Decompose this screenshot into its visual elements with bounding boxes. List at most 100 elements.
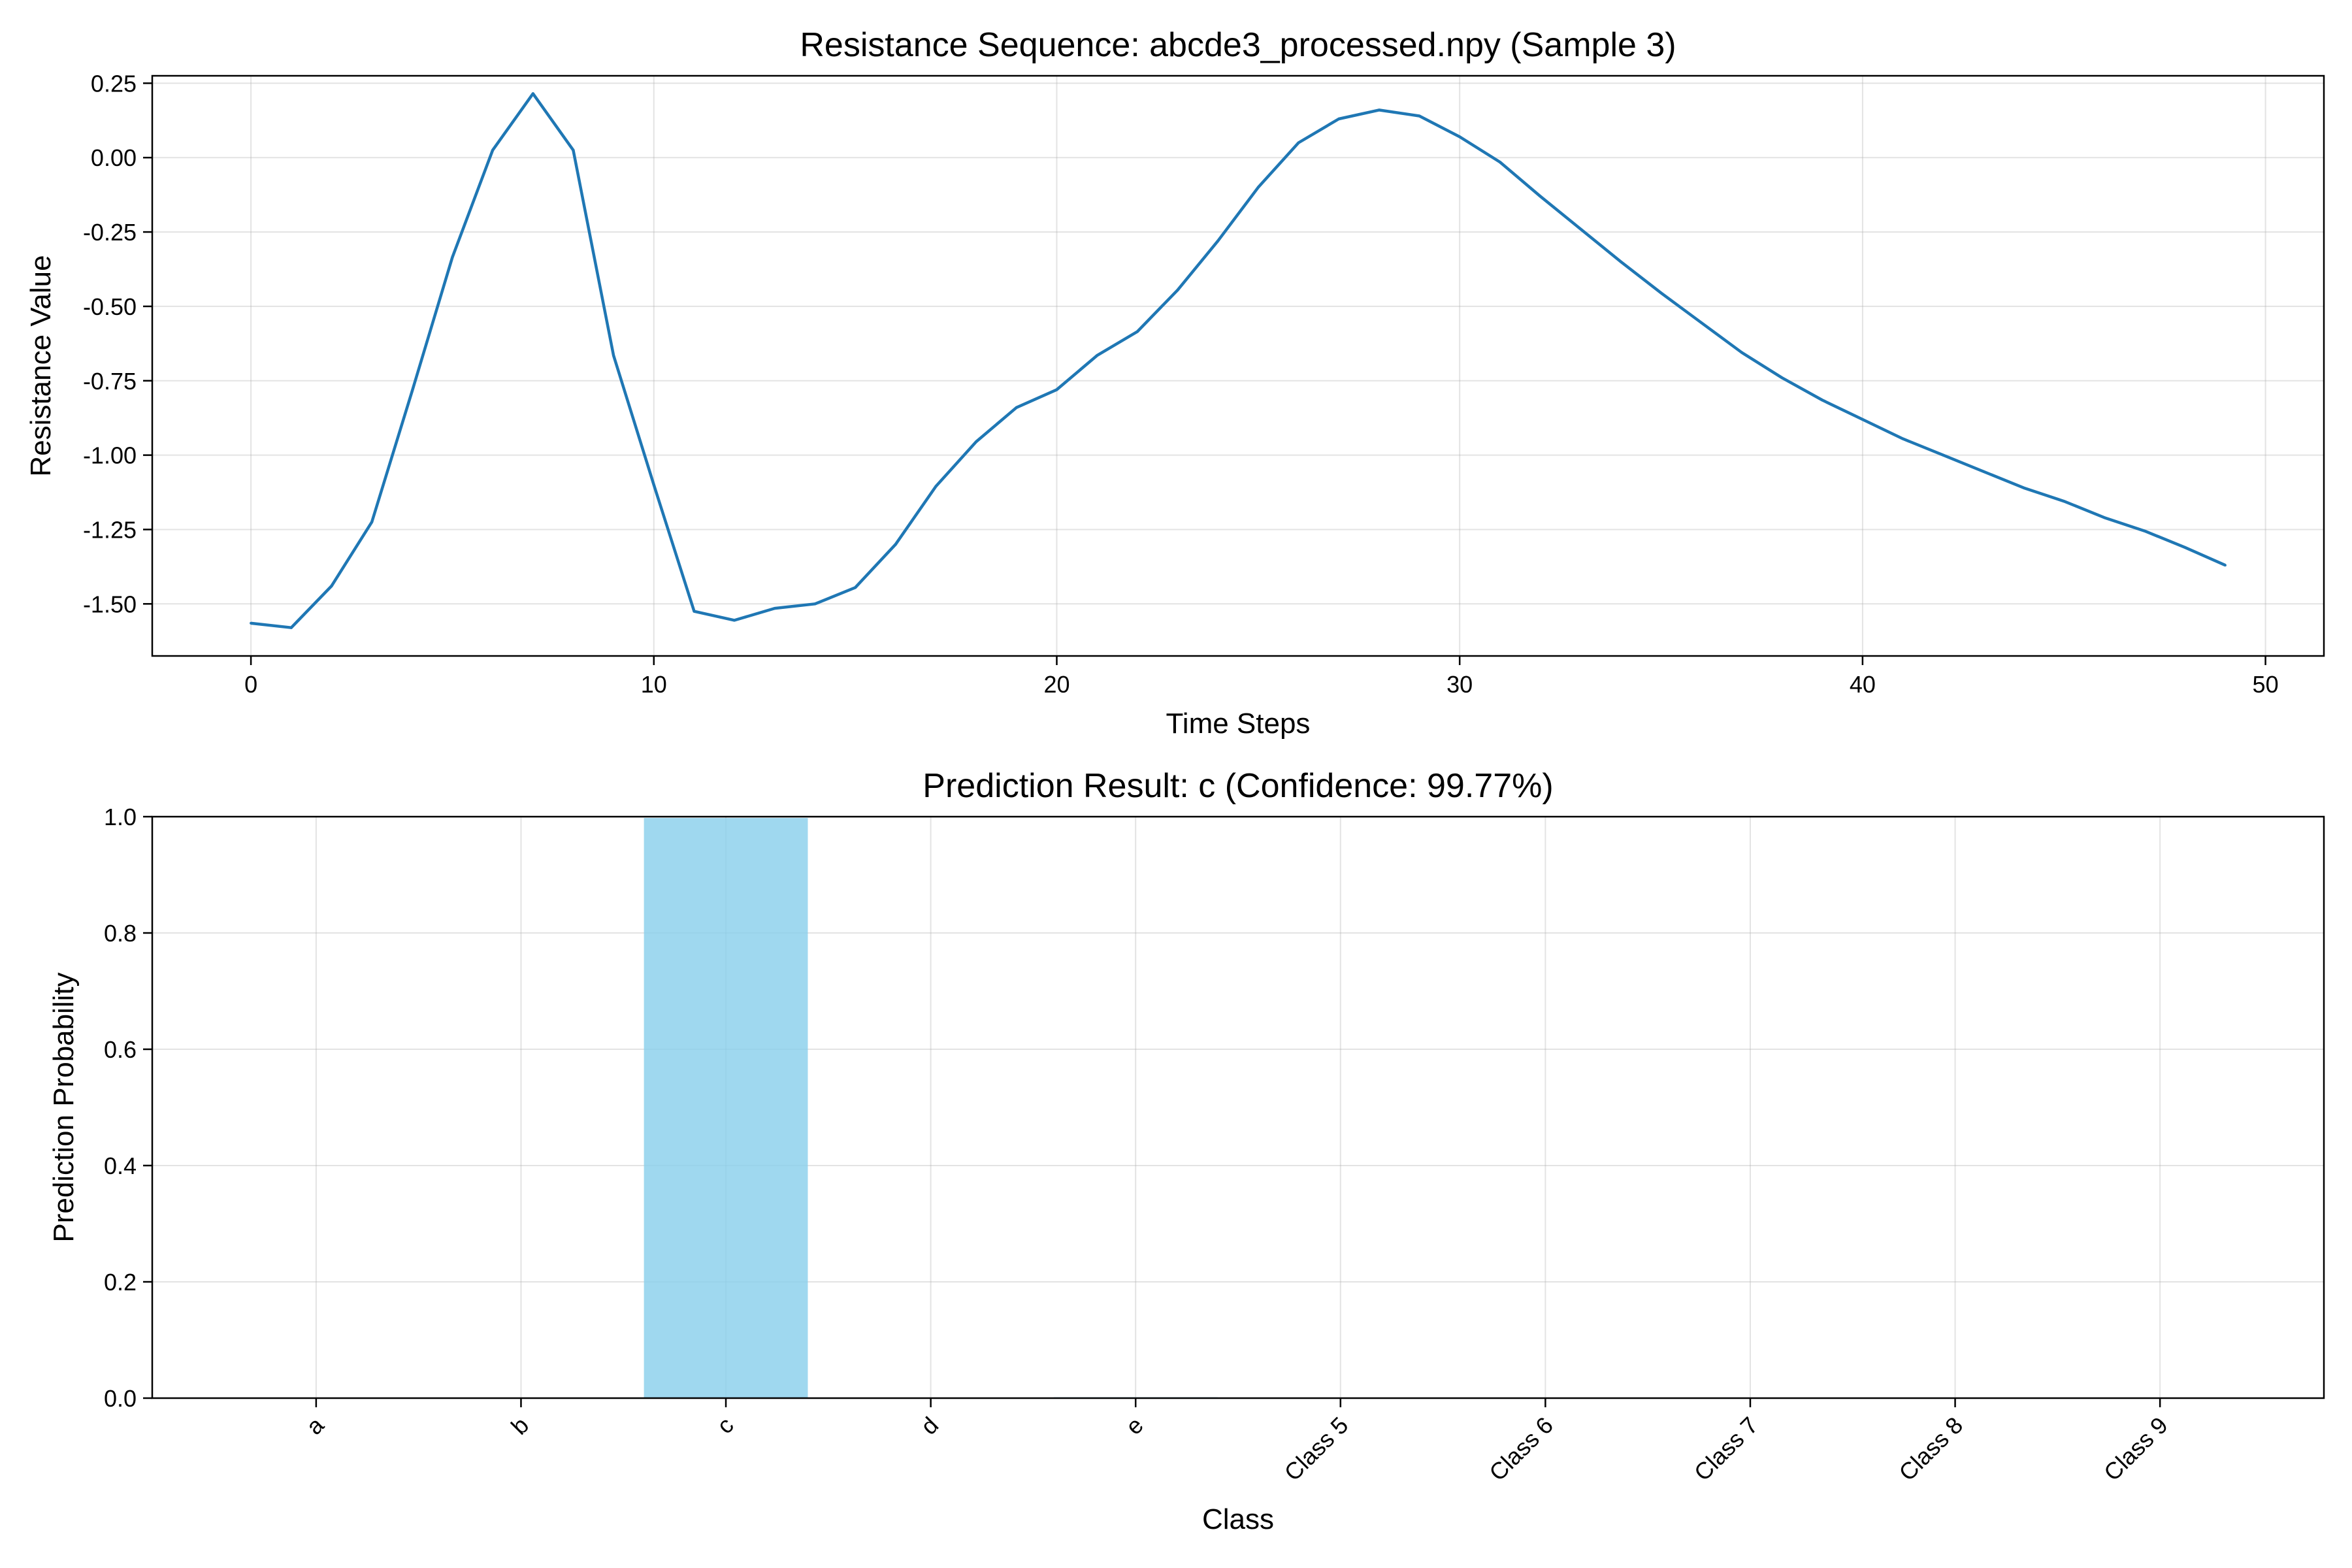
resistance-series-line <box>250 92 2226 629</box>
data-point <box>451 255 454 259</box>
x-tick-label: c <box>711 1412 739 1439</box>
y-tick-label: 0.6 <box>104 1036 137 1063</box>
resistance-chart-title: Resistance Sequence: abcde3_processed.np… <box>800 26 1676 64</box>
data-point <box>2102 516 2106 519</box>
data-point <box>1055 388 1058 391</box>
y-tick-label: -0.50 <box>83 293 137 320</box>
data-point <box>1659 291 1663 295</box>
data-point <box>1418 114 1421 118</box>
data-point <box>693 610 696 613</box>
resistance-y-axis-label: Resistance Value <box>25 255 57 476</box>
x-tick-label: b <box>506 1412 534 1440</box>
resistance-x-axis-label: Time Steps <box>1166 708 1311 740</box>
y-tick-label: -1.00 <box>83 442 137 469</box>
data-point <box>1619 260 1622 263</box>
data-point <box>813 602 817 606</box>
data-point <box>1780 376 1784 380</box>
data-point <box>1982 470 1985 473</box>
data-point <box>975 440 978 444</box>
x-tick-label: e <box>1120 1412 1149 1440</box>
data-point <box>1337 118 1341 121</box>
x-tick-label: a <box>301 1411 329 1440</box>
data-point <box>1861 417 1864 421</box>
data-point <box>572 148 575 152</box>
data-point <box>1740 351 1743 354</box>
resistance-x-ticks: 0 10 20 30 40 50 <box>244 656 2279 698</box>
data-point <box>330 584 333 587</box>
data-point <box>652 483 655 487</box>
data-point <box>854 586 857 589</box>
y-tick-label: -1.25 <box>83 516 137 543</box>
data-point <box>2022 486 2025 489</box>
prediction-grid <box>152 816 2324 1399</box>
data-point <box>1377 108 1380 112</box>
data-point <box>2063 500 2066 503</box>
prediction-chart-title: Prediction Result: c (Confidence: 99.77%… <box>923 767 1553 805</box>
data-point <box>1297 141 1300 144</box>
data-point <box>410 389 414 393</box>
resistance-data-points <box>250 92 2227 629</box>
data-point <box>1096 354 1099 357</box>
x-tick-label: 30 <box>1446 671 1473 698</box>
data-point <box>1821 399 1824 402</box>
data-point <box>733 619 736 622</box>
x-tick-label: 50 <box>2253 671 2279 698</box>
data-point <box>531 92 534 95</box>
data-point <box>894 543 897 546</box>
x-tick-label: 0 <box>244 671 257 698</box>
data-point <box>491 148 495 152</box>
resistance-y-ticks: 0.25 0.00 -0.25 -0.50 -0.75 -1.00 -1.25 -1.50 <box>83 70 152 617</box>
prediction-y-ticks: 0.0 0.2 0.4 0.6 0.8 1.0 <box>104 804 152 1412</box>
y-tick-label: 0.2 <box>104 1269 137 1296</box>
x-tick-label: 10 <box>641 671 667 698</box>
resistance-axes-frame <box>151 74 2325 657</box>
data-point <box>1256 186 1260 189</box>
data-point <box>1901 437 1904 440</box>
data-point <box>289 626 293 629</box>
resistance-grid <box>152 76 2324 656</box>
y-tick-label: 0.00 <box>91 144 137 171</box>
x-tick-label: Class 9 <box>2099 1412 2173 1486</box>
resistance-sequence-axes: Resistance Sequence: abcde3_processed.np… <box>25 26 2325 740</box>
prediction-x-axis-label: Class <box>1202 1503 1274 1535</box>
y-tick-label: -1.50 <box>83 591 137 617</box>
data-point <box>2223 564 2227 567</box>
data-point <box>1539 195 1542 198</box>
x-tick-label: Class 8 <box>1893 1412 1968 1486</box>
x-tick-label: Class 5 <box>1279 1412 1354 1486</box>
x-tick-label: Class 6 <box>1484 1412 1558 1486</box>
data-point <box>934 485 938 488</box>
data-point <box>1458 135 1462 139</box>
data-point <box>612 354 615 357</box>
y-tick-label: -0.75 <box>83 368 137 395</box>
data-point <box>2183 546 2187 549</box>
y-tick-label: 0.8 <box>104 920 137 947</box>
prediction-axes: Prediction Result: c (Confidence: 99.77%… <box>48 767 2325 1535</box>
prediction-x-ticks: a b c d e Class 5 Class 6 Class 7 Class 8 Class 9 <box>301 1398 2173 1486</box>
data-point <box>1700 321 1703 324</box>
prediction-axes-frame <box>151 815 2325 1399</box>
y-tick-label: 0.0 <box>104 1385 137 1412</box>
y-tick-label: -0.25 <box>83 219 137 246</box>
y-tick-label: 1.0 <box>104 804 137 830</box>
y-tick-label: 0.25 <box>91 70 137 97</box>
data-point <box>370 521 374 524</box>
x-tick-label: Class 7 <box>1689 1412 1763 1486</box>
data-point <box>1217 239 1220 242</box>
prediction-bars <box>644 818 1218 1398</box>
data-point <box>1942 453 1945 457</box>
x-tick-label: d <box>915 1412 943 1440</box>
y-tick-label: 0.4 <box>104 1152 137 1179</box>
data-point <box>1015 406 1018 409</box>
data-point <box>1135 330 1139 333</box>
data-point <box>1579 227 1582 231</box>
data-point <box>1498 161 1501 164</box>
data-point <box>1176 288 1179 291</box>
data-point <box>2143 529 2146 532</box>
bar-c <box>644 818 808 1398</box>
data-point <box>773 607 776 610</box>
x-tick-label: 40 <box>1850 671 1876 698</box>
prediction-y-axis-label: Prediction Probability <box>48 972 80 1242</box>
x-tick-label: 20 <box>1043 671 1070 698</box>
